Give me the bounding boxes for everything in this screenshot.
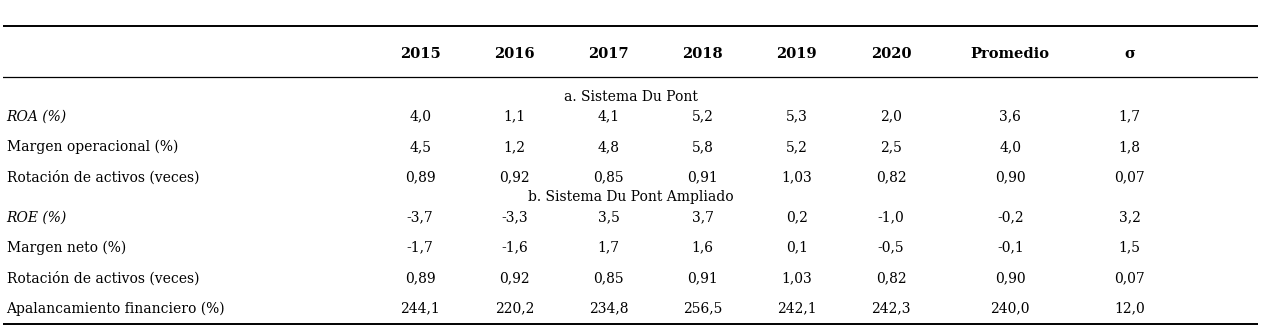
Text: 234,8: 234,8	[589, 301, 628, 316]
Text: 3,7: 3,7	[692, 210, 714, 224]
Text: ROE (%): ROE (%)	[6, 210, 67, 224]
Text: -1,7: -1,7	[407, 241, 434, 255]
Text: 1,8: 1,8	[1119, 140, 1140, 154]
Text: 0,92: 0,92	[499, 171, 530, 184]
Text: -1,0: -1,0	[878, 210, 904, 224]
Text: 242,1: 242,1	[777, 301, 817, 316]
Text: -0,5: -0,5	[878, 241, 904, 255]
Text: 5,2: 5,2	[786, 140, 808, 154]
Text: 5,8: 5,8	[692, 140, 714, 154]
Text: 2020: 2020	[871, 47, 912, 61]
Text: 1,1: 1,1	[503, 110, 526, 124]
Text: 1,6: 1,6	[692, 241, 714, 255]
Text: 1,03: 1,03	[782, 271, 812, 285]
Text: 1,5: 1,5	[1119, 241, 1140, 255]
Text: a. Sistema Du Pont: a. Sistema Du Pont	[564, 90, 697, 104]
Text: 256,5: 256,5	[683, 301, 723, 316]
Text: 3,5: 3,5	[598, 210, 619, 224]
Text: σ: σ	[1124, 47, 1135, 61]
Text: 5,2: 5,2	[692, 110, 714, 124]
Text: 0,91: 0,91	[687, 271, 718, 285]
Text: Margen neto (%): Margen neto (%)	[6, 241, 126, 255]
Text: 0,82: 0,82	[875, 271, 907, 285]
Text: 0,85: 0,85	[593, 271, 624, 285]
Text: 0,07: 0,07	[1115, 171, 1145, 184]
Text: Rotación de activos (veces): Rotación de activos (veces)	[6, 170, 199, 185]
Text: 3,6: 3,6	[999, 110, 1021, 124]
Text: 2,0: 2,0	[880, 110, 902, 124]
Text: 4,1: 4,1	[598, 110, 619, 124]
Text: -0,2: -0,2	[997, 210, 1024, 224]
Text: 0,89: 0,89	[405, 271, 435, 285]
Text: 0,89: 0,89	[405, 171, 435, 184]
Text: -0,1: -0,1	[997, 241, 1024, 255]
Text: 1,7: 1,7	[598, 241, 619, 255]
Text: 242,3: 242,3	[871, 301, 910, 316]
Text: 5,3: 5,3	[786, 110, 808, 124]
Text: -1,6: -1,6	[501, 241, 528, 255]
Text: 0,2: 0,2	[786, 210, 808, 224]
Text: Margen operacional (%): Margen operacional (%)	[6, 140, 178, 154]
Text: 2017: 2017	[588, 47, 629, 61]
Text: 2015: 2015	[400, 47, 440, 61]
Text: 4,8: 4,8	[598, 140, 619, 154]
Text: 4,0: 4,0	[410, 110, 431, 124]
Text: 4,0: 4,0	[999, 140, 1021, 154]
Text: 2,5: 2,5	[880, 140, 902, 154]
Text: Promedio: Promedio	[971, 47, 1049, 61]
Text: 1,7: 1,7	[1119, 110, 1141, 124]
Text: 12,0: 12,0	[1115, 301, 1145, 316]
Text: 2019: 2019	[777, 47, 817, 61]
Text: 0,91: 0,91	[687, 171, 718, 184]
Text: 0,07: 0,07	[1115, 271, 1145, 285]
Text: 0,92: 0,92	[499, 271, 530, 285]
Text: 244,1: 244,1	[400, 301, 440, 316]
Text: 3,2: 3,2	[1119, 210, 1140, 224]
Text: 0,1: 0,1	[786, 241, 808, 255]
Text: 0,85: 0,85	[593, 171, 624, 184]
Text: 2018: 2018	[682, 47, 723, 61]
Text: ROA (%): ROA (%)	[6, 110, 67, 124]
Text: Apalancamiento financiero (%): Apalancamiento financiero (%)	[6, 301, 226, 316]
Text: 220,2: 220,2	[494, 301, 535, 316]
Text: b. Sistema Du Pont Ampliado: b. Sistema Du Pont Ampliado	[527, 191, 734, 204]
Text: -3,7: -3,7	[407, 210, 434, 224]
Text: -3,3: -3,3	[501, 210, 527, 224]
Text: 0,90: 0,90	[995, 171, 1025, 184]
Text: 0,82: 0,82	[875, 171, 907, 184]
Text: 1,2: 1,2	[503, 140, 526, 154]
Text: 0,90: 0,90	[995, 271, 1025, 285]
Text: 240,0: 240,0	[991, 301, 1030, 316]
Text: Rotación de activos (veces): Rotación de activos (veces)	[6, 271, 199, 285]
Text: 1,03: 1,03	[782, 171, 812, 184]
Text: 4,5: 4,5	[410, 140, 431, 154]
Text: 2016: 2016	[494, 47, 535, 61]
